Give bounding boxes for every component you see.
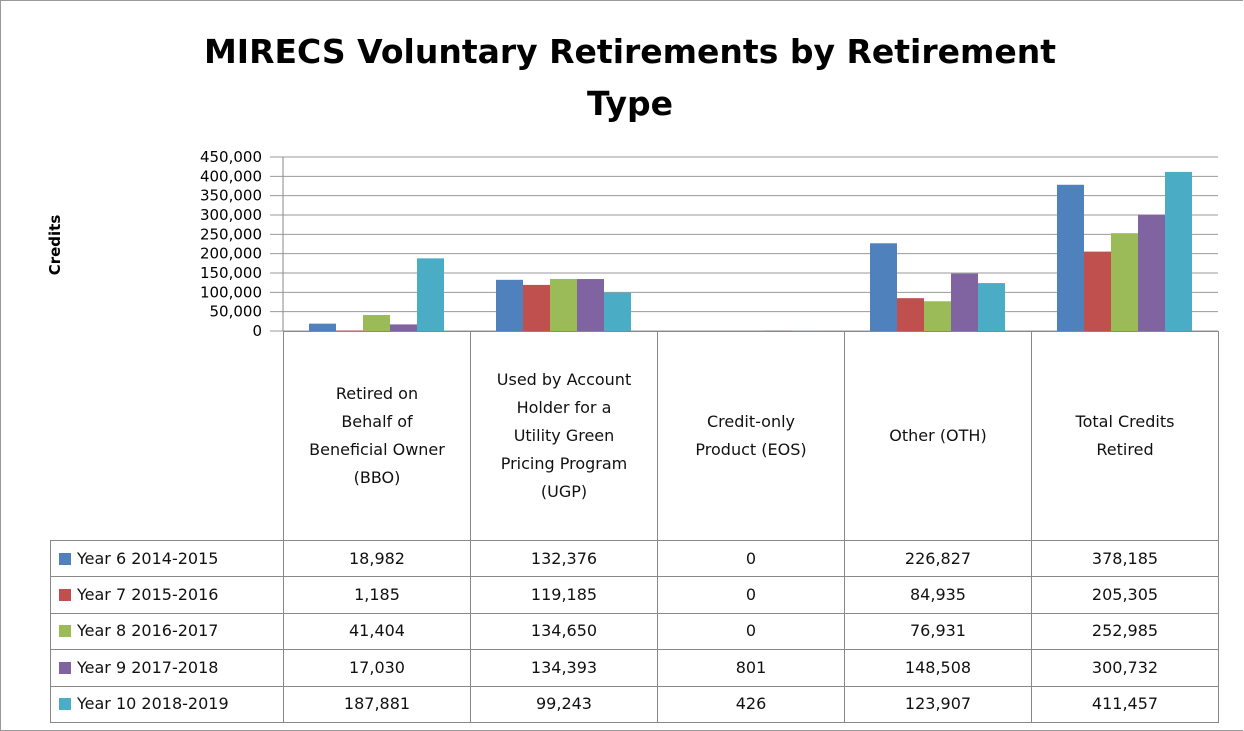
legend-label: Year 7 2015-2016 — [77, 585, 219, 605]
bar — [1165, 171, 1192, 331]
table-cell: 119,185 — [470, 576, 658, 614]
table-cell: 205,305 — [1031, 576, 1219, 614]
category-header: Total Credits Retired — [1031, 331, 1219, 541]
table-cell: 0 — [657, 612, 845, 651]
bar — [1084, 251, 1111, 331]
y-tick-label: 50,000 — [210, 303, 263, 321]
chart-title: MIRECS Voluntary Retirements by Retireme… — [203, 32, 1057, 123]
table-cell: 41,404 — [283, 612, 471, 651]
category-header: Other (OTH) — [844, 331, 1032, 541]
legend-entry: Year 9 2017-2018 — [50, 649, 284, 687]
table-cell: 1,185 — [283, 576, 471, 614]
y-tick-label: 300,000 — [200, 206, 262, 224]
bar — [523, 284, 550, 331]
table-cell: 187,881 — [283, 685, 471, 723]
legend-label: Year 10 2018-2019 — [77, 694, 229, 714]
bar — [577, 279, 604, 331]
table-cell: 801 — [657, 649, 845, 687]
table-cell: 17,030 — [283, 649, 471, 687]
bar — [417, 258, 444, 331]
table-cell: 300,732 — [1031, 649, 1219, 687]
table-cell: 134,650 — [470, 612, 658, 651]
table-cell: 76,931 — [844, 612, 1032, 651]
bar — [924, 301, 951, 331]
y-tick-label: 450,000 — [200, 148, 262, 166]
legend-entry: Year 7 2015-2016 — [50, 576, 284, 614]
table-cell: 411,457 — [1031, 685, 1219, 723]
legend-entry: Year 6 2014-2015 — [50, 540, 284, 578]
bar — [897, 298, 924, 331]
y-tick-label: 200,000 — [200, 245, 262, 263]
legend-label: Year 9 2017-2018 — [77, 657, 219, 677]
bar — [1138, 214, 1165, 331]
category-header: Used by Account Holder for a Utility Gre… — [470, 331, 658, 541]
bar — [978, 283, 1005, 331]
table-cell: 252,985 — [1031, 612, 1219, 651]
table-cell: 84,935 — [844, 576, 1032, 614]
table-cell: 378,185 — [1031, 540, 1219, 578]
y-axis-label: Credits — [46, 215, 64, 276]
bar — [390, 324, 417, 331]
bar — [951, 273, 978, 331]
y-tick-label: 0 — [252, 322, 262, 340]
table-cell: 134,393 — [470, 649, 658, 687]
bar — [550, 278, 577, 331]
y-tick-label: 250,000 — [200, 225, 262, 243]
table-cell: 18,982 — [283, 540, 471, 578]
category-header: Retired on Behalf of Beneficial Owner (B… — [283, 331, 471, 541]
bar — [604, 292, 631, 331]
bar — [496, 279, 523, 331]
legend-key — [59, 698, 71, 711]
category-header: Credit-only Product (EOS) — [657, 331, 845, 541]
bar — [1111, 233, 1138, 331]
legend-key — [59, 661, 71, 674]
table-cell: 99,243 — [470, 685, 658, 723]
table-cell: 426 — [657, 685, 845, 723]
bar — [309, 323, 336, 331]
table-cell: 0 — [657, 576, 845, 614]
legend-entry: Year 8 2016-2017 — [50, 612, 284, 651]
legend-key — [59, 589, 71, 602]
y-tick-label: 100,000 — [200, 283, 262, 301]
bar — [363, 314, 390, 331]
legend-entry: Year 10 2018-2019 — [50, 685, 284, 723]
table-cell: 0 — [657, 540, 845, 578]
legend-key — [59, 552, 71, 565]
legend-label: Year 8 2016-2017 — [77, 621, 219, 641]
bar — [1057, 184, 1084, 331]
y-tick-label: 350,000 — [200, 187, 262, 205]
table-cell: 226,827 — [844, 540, 1032, 578]
table-cell: 132,376 — [470, 540, 658, 578]
table-cell: 148,508 — [844, 649, 1032, 687]
legend-key — [59, 625, 71, 638]
table-cell: 123,907 — [844, 685, 1032, 723]
y-tick-label: 400,000 — [200, 167, 262, 185]
y-tick-label: 150,000 — [200, 264, 262, 282]
legend-label: Year 6 2014-2015 — [77, 548, 219, 568]
bar — [870, 243, 897, 331]
